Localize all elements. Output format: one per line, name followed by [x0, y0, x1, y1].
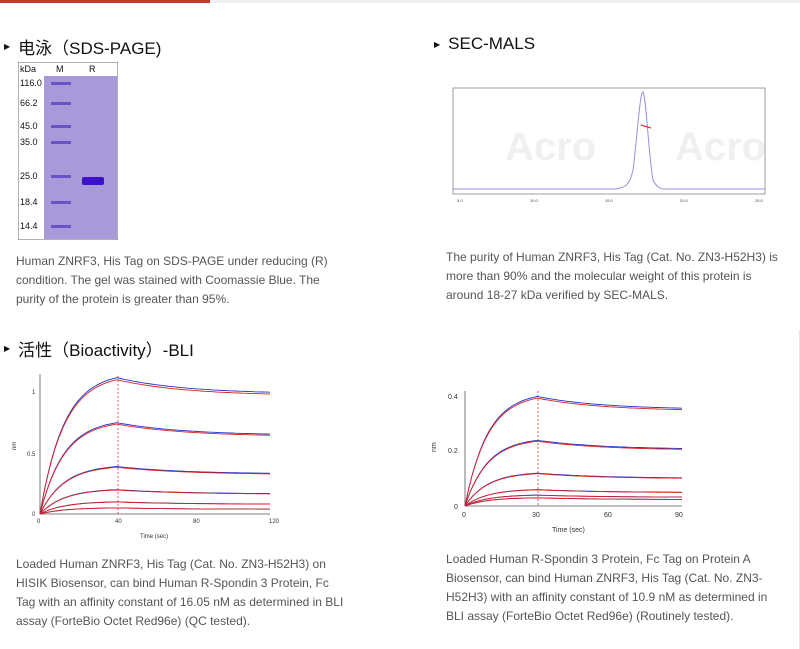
gel-marker-label: 25.0	[20, 171, 38, 181]
sec-trace	[453, 91, 765, 190]
bli-measured-curve	[464, 396, 683, 507]
y-tick: 0.4	[448, 394, 458, 401]
gel-marker-label: 45.0	[20, 121, 38, 131]
gel-marker-label: 18.4	[20, 197, 38, 207]
gel-marker-label: 66.2	[20, 98, 38, 108]
marker-band	[51, 175, 71, 178]
bli-fit-curve	[464, 473, 682, 507]
bli-fit-curve	[39, 379, 271, 515]
bli-right-curves	[464, 396, 683, 507]
bli-title-text: 活性（Bioactivity）-BLI	[18, 341, 194, 360]
svg-text:15.0: 15.0	[605, 198, 614, 203]
bli-fit-curve	[464, 440, 682, 507]
x-tick: 40	[115, 519, 122, 525]
y-tick: 0	[454, 504, 458, 511]
x-tick: 30	[532, 512, 540, 519]
gel-marker-bands	[51, 82, 71, 228]
top-rule-accent	[0, 0, 210, 3]
sec-molar-mass	[640, 124, 652, 129]
bli-fit-curve	[464, 397, 683, 507]
x-tick: 80	[193, 519, 200, 525]
bli-left-axes	[39, 374, 270, 515]
bli-fit-curve	[39, 423, 271, 515]
x-tick: 0	[37, 519, 41, 525]
x-tick: 60	[604, 512, 612, 519]
svg-text:25.0: 25.0	[755, 198, 764, 203]
gel-marker-label: 14.4	[20, 221, 38, 231]
svg-text:20.0: 20.0	[680, 198, 689, 203]
gel-marker-label: 35.0	[20, 137, 38, 147]
bli-fit-curve	[39, 466, 271, 515]
x-tick: 90	[675, 512, 683, 519]
bli-left-ylabel: nm	[12, 442, 18, 450]
sds-title-text: 电泳（SDS-PAGE)	[18, 39, 162, 58]
sample-band	[82, 177, 104, 185]
sds-description: Human ZNRF3, His Tag on SDS-PAGE under r…	[16, 254, 328, 306]
marker-band	[51, 102, 71, 105]
bli-right-chart: nm Time (sec) 0 30 60 90 0 0.2 0.4	[431, 391, 683, 534]
bli-left-description: Loaded Human ZNRF3, His Tag (Cat. No. ZN…	[16, 557, 344, 628]
sec-mals-chart: Acro Acro 5.0 10.0 15.0 20.0 25.0	[452, 87, 766, 203]
bli-fit-curve	[39, 489, 271, 515]
y-tick: 0	[32, 512, 36, 518]
sds-title: ▶ 电泳（SDS-PAGE)	[4, 34, 161, 59]
bli-measured-curve	[39, 422, 271, 515]
bli-measured-curve	[464, 439, 683, 507]
bli-measured-curve	[39, 466, 271, 515]
gel-marker-label: 116.0	[20, 78, 42, 88]
x-tick: 0	[462, 512, 466, 519]
bli-fit-curve	[464, 494, 682, 507]
bullet-icon: ▶	[4, 344, 11, 353]
sec-title: ▶ SEC-MALS	[434, 34, 535, 54]
marker-band	[51, 82, 71, 85]
marker-band	[51, 125, 71, 128]
sec-description: The purity of Human ZNRF3, His Tag (Cat.…	[446, 250, 778, 302]
marker-band	[51, 225, 71, 228]
bli-left-chart: nm Time (sec) 0 40 80 120 0 0.5 1	[12, 374, 280, 540]
y-tick: 0.5	[27, 452, 36, 458]
bli-left-curves	[39, 377, 271, 515]
bli-right-description: Loaded Human R-Spondin 3 Protein, Fc Tag…	[446, 552, 768, 623]
gel-unit-label: kDa	[20, 64, 36, 74]
svg-text:10.0: 10.0	[530, 198, 539, 203]
sds-gel-image: kDa M R 116.0 66.2 45.0 35.0 25.0 18.4 1…	[18, 62, 118, 240]
top-rule	[0, 0, 800, 3]
watermark-right: Acro	[675, 125, 766, 169]
bli-fit-curve	[39, 507, 270, 515]
bli-left-xlabel: Time (sec)	[140, 534, 168, 540]
gel-lane-m: M	[56, 64, 64, 74]
y-tick: 0.2	[448, 448, 458, 455]
gel-lane-r: R	[89, 64, 96, 74]
bli-fit-curve	[464, 497, 682, 507]
bli-fit-curve	[464, 489, 682, 507]
sec-title-text: SEC-MALS	[448, 34, 536, 53]
bullet-icon: ▶	[434, 39, 441, 49]
bli-right-axes	[464, 391, 682, 507]
marker-band	[51, 201, 71, 204]
bli-right-xlabel: Time (sec)	[552, 527, 585, 534]
bli-fit-curve	[39, 501, 270, 515]
x-tick: 120	[269, 519, 280, 525]
gel-lane-area	[44, 76, 117, 239]
svg-text:5.0: 5.0	[457, 198, 463, 203]
y-tick: 1	[32, 390, 36, 396]
bli-right-ylabel: nm	[431, 442, 438, 452]
bli-title: ▶ 活性（Bioactivity）-BLI	[4, 336, 194, 361]
bli-measured-curve	[39, 377, 271, 515]
watermark-left: Acro	[505, 125, 596, 169]
gel-marker-labels: 116.0 66.2 45.0 35.0 25.0 18.4 14.4	[20, 78, 42, 231]
bullet-icon: ▶	[4, 42, 11, 51]
marker-band	[51, 141, 71, 144]
